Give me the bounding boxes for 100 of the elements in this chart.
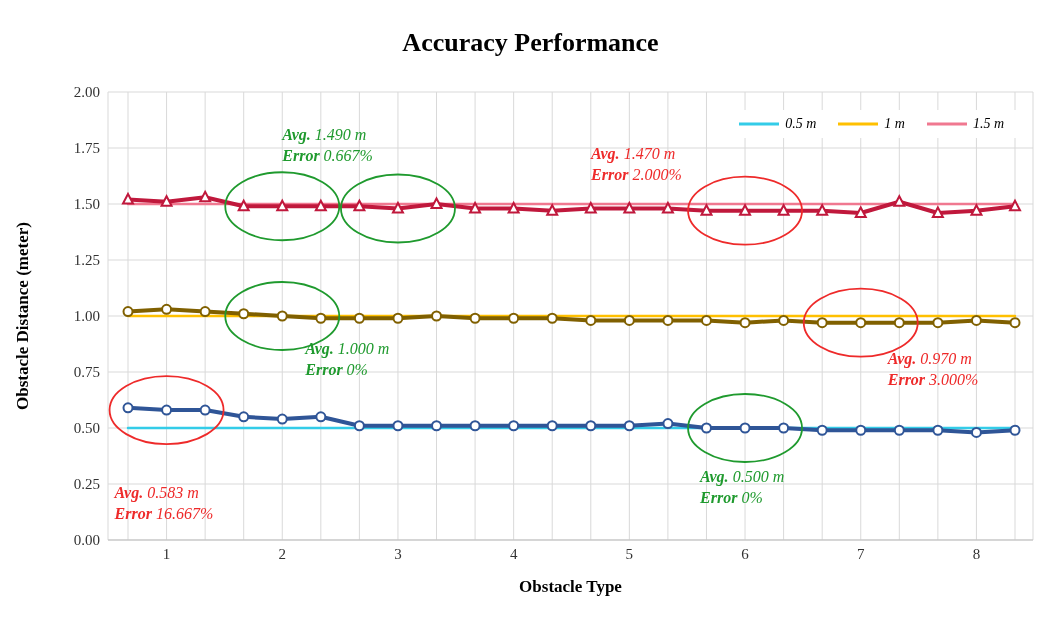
x-tick-label: 6 bbox=[741, 545, 750, 562]
point bbox=[855, 424, 867, 436]
point bbox=[469, 420, 481, 432]
point bbox=[585, 314, 597, 326]
x-tick-label: 2 bbox=[278, 545, 287, 562]
point bbox=[160, 195, 173, 207]
point bbox=[739, 422, 751, 434]
point bbox=[1009, 424, 1021, 436]
annotation: Avg. 1.000 m Error 0% bbox=[304, 340, 390, 378]
x-tick-label: 8 bbox=[972, 545, 981, 562]
point bbox=[739, 317, 751, 329]
point bbox=[932, 424, 944, 436]
point bbox=[469, 201, 482, 214]
annotation: Avg. 1.470 m Error 2.000% bbox=[590, 144, 682, 183]
point bbox=[778, 422, 790, 434]
point bbox=[854, 206, 867, 218]
point bbox=[237, 199, 250, 212]
point bbox=[893, 317, 905, 329]
point bbox=[199, 404, 211, 416]
y-tick-label: 0.50 bbox=[73, 420, 100, 437]
point bbox=[623, 201, 636, 214]
point bbox=[199, 306, 211, 318]
y-tick-label: 1.25 bbox=[73, 252, 100, 269]
annotation: Avg. 1.490 m Error 0.667% bbox=[281, 126, 373, 165]
point bbox=[700, 314, 712, 326]
x-tick-label: 1 bbox=[162, 545, 171, 562]
point bbox=[469, 312, 481, 324]
point bbox=[353, 312, 365, 324]
point bbox=[623, 420, 635, 432]
y-tick-label: 1.50 bbox=[73, 196, 100, 213]
legend-label: 1 m bbox=[884, 116, 905, 132]
x-tick-label: 7 bbox=[856, 545, 865, 562]
point bbox=[508, 312, 520, 324]
annotation: Avg. 0.970 m Error 3.000% bbox=[886, 349, 979, 388]
y-tick-label: 0.00 bbox=[73, 532, 100, 549]
point bbox=[546, 420, 558, 432]
point bbox=[430, 197, 443, 209]
point bbox=[353, 420, 365, 432]
point bbox=[314, 199, 327, 212]
y-tick-label: 0.25 bbox=[73, 476, 100, 493]
annotation: Avg. 0.500 m Error 0% bbox=[699, 468, 785, 506]
point bbox=[931, 206, 944, 218]
point bbox=[661, 201, 674, 214]
point bbox=[199, 190, 212, 203]
point bbox=[584, 201, 597, 214]
point bbox=[662, 418, 674, 430]
point bbox=[970, 426, 982, 438]
y-tick-label: 0.75 bbox=[73, 364, 100, 381]
annotation: Avg. 0.583 m Error 16.667% bbox=[113, 484, 214, 523]
point bbox=[276, 413, 288, 425]
y-tick-label: 2.00 bbox=[73, 84, 100, 101]
point bbox=[816, 204, 829, 216]
point bbox=[893, 424, 905, 436]
point bbox=[546, 312, 558, 324]
point bbox=[970, 314, 982, 326]
point bbox=[353, 199, 366, 212]
chart-title: Accuracy Performance bbox=[401, 28, 660, 58]
point bbox=[739, 204, 752, 216]
y-axis-title: Obstacle Distance (meter) bbox=[13, 222, 33, 410]
point bbox=[122, 402, 134, 414]
point bbox=[122, 193, 134, 205]
point bbox=[932, 317, 944, 329]
point bbox=[315, 312, 327, 324]
x-axis-title: Obstacle Type bbox=[519, 577, 623, 596]
point bbox=[508, 420, 520, 432]
point bbox=[238, 411, 250, 423]
point bbox=[161, 303, 173, 315]
point bbox=[161, 404, 173, 416]
point bbox=[391, 201, 404, 214]
point bbox=[855, 317, 867, 329]
legend-label: 0.5 m bbox=[785, 116, 817, 132]
point bbox=[700, 422, 712, 434]
point bbox=[623, 314, 635, 326]
point bbox=[816, 424, 828, 436]
point bbox=[585, 420, 597, 432]
point bbox=[507, 201, 520, 214]
y-tick-label: 1.00 bbox=[73, 308, 100, 325]
point bbox=[238, 308, 250, 320]
point bbox=[778, 314, 790, 326]
legend-label: 1.5 m bbox=[972, 116, 1004, 132]
x-tick-label: 3 bbox=[394, 545, 402, 562]
point bbox=[1009, 317, 1021, 329]
x-tick-label: 5 bbox=[625, 545, 634, 562]
point bbox=[392, 420, 404, 432]
point bbox=[546, 204, 559, 216]
point bbox=[315, 411, 327, 423]
x-tick-label: 4 bbox=[509, 545, 518, 562]
point bbox=[777, 204, 790, 216]
point bbox=[276, 199, 289, 212]
point bbox=[431, 420, 443, 432]
point bbox=[1009, 199, 1021, 212]
y-tick-label: 1.75 bbox=[73, 140, 100, 157]
point bbox=[970, 204, 983, 216]
point bbox=[392, 312, 404, 324]
point bbox=[893, 195, 906, 207]
point bbox=[700, 204, 713, 216]
point bbox=[816, 317, 828, 329]
point bbox=[276, 310, 288, 322]
point bbox=[431, 310, 443, 322]
point bbox=[662, 314, 674, 326]
